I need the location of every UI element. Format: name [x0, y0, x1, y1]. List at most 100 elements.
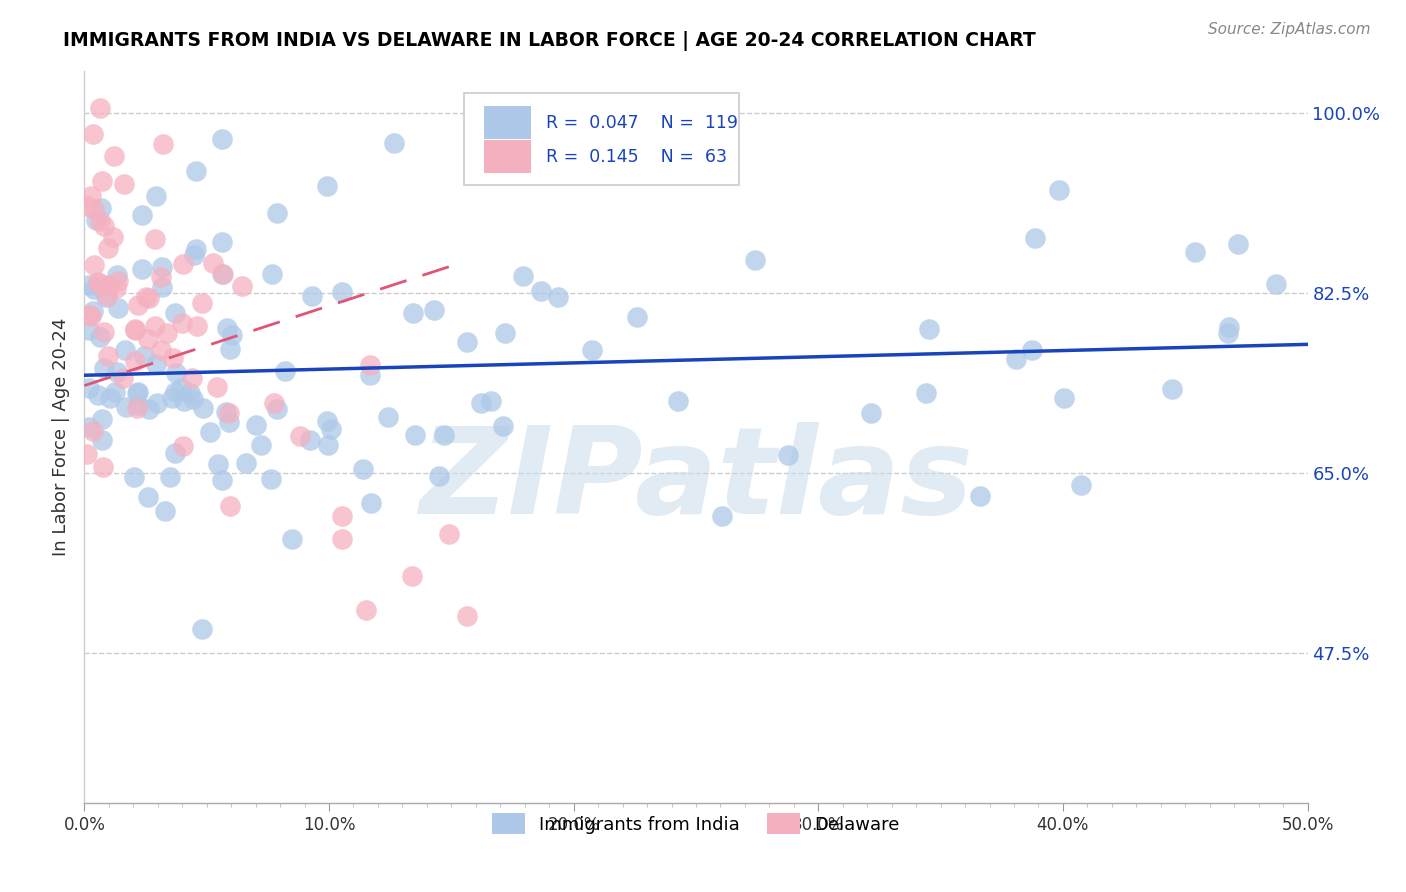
- Point: [145, 188, 167, 202]
- Point: [77, 322, 100, 336]
- Point: [245, 417, 267, 432]
- Point: [1070, 478, 1092, 492]
- Point: [423, 302, 446, 317]
- Point: [280, 532, 302, 546]
- Point: [170, 316, 193, 330]
- Point: [131, 261, 153, 276]
- Point: [89, 330, 111, 344]
- Point: [211, 473, 233, 487]
- Legend: Immigrants from India, Delaware: Immigrants from India, Delaware: [485, 806, 907, 841]
- Point: [330, 532, 353, 546]
- Point: [316, 414, 339, 428]
- Point: [1226, 237, 1249, 252]
- Point: [114, 343, 136, 358]
- Point: [1218, 320, 1240, 334]
- Point: [180, 370, 202, 384]
- Point: [165, 385, 187, 400]
- Point: [82, 303, 104, 318]
- Point: [104, 384, 127, 399]
- Point: [179, 385, 201, 400]
- Point: [80, 189, 103, 203]
- Point: [215, 321, 238, 335]
- Point: [83, 258, 105, 272]
- Point: [470, 396, 492, 410]
- Text: R =  0.145    N =  63: R = 0.145 N = 63: [546, 148, 727, 166]
- Point: [162, 391, 184, 405]
- Point: [170, 381, 193, 395]
- Point: [274, 364, 297, 378]
- Point: [138, 402, 160, 417]
- Point: [127, 298, 149, 312]
- Point: [191, 295, 214, 310]
- Point: [288, 429, 311, 443]
- Point: [94, 290, 117, 304]
- Point: [83, 202, 105, 216]
- Point: [90, 202, 112, 216]
- Point: [145, 357, 167, 371]
- Point: [917, 322, 939, 336]
- Point: [98, 277, 121, 292]
- Point: [97, 241, 120, 255]
- Point: [530, 285, 553, 299]
- Point: [135, 290, 157, 304]
- Point: [77, 308, 100, 322]
- Point: [626, 310, 648, 325]
- Point: [1216, 326, 1239, 341]
- Point: [87, 388, 110, 402]
- Point: [266, 206, 288, 220]
- Point: [263, 395, 285, 409]
- Point: [184, 242, 207, 256]
- Point: [319, 422, 342, 436]
- Point: [165, 366, 187, 380]
- Point: [401, 569, 423, 583]
- Point: [456, 334, 478, 349]
- Point: [512, 269, 534, 284]
- Point: [91, 412, 114, 426]
- Point: [1004, 352, 1026, 367]
- Point: [150, 260, 173, 275]
- Point: [198, 425, 221, 440]
- Point: [481, 394, 503, 409]
- Point: [359, 358, 381, 372]
- Point: [859, 406, 882, 420]
- Point: [456, 608, 478, 623]
- Point: [111, 371, 134, 385]
- Point: [1047, 184, 1070, 198]
- Point: [80, 309, 103, 323]
- Bar: [484, 140, 531, 173]
- Point: [89, 277, 111, 292]
- Point: [402, 306, 425, 320]
- Point: [969, 490, 991, 504]
- Text: R =  0.047    N =  119: R = 0.047 N = 119: [546, 113, 738, 131]
- Point: [1053, 392, 1076, 406]
- Point: [159, 470, 181, 484]
- Point: [207, 457, 229, 471]
- Point: [156, 326, 179, 340]
- Point: [744, 253, 766, 268]
- Text: IMMIGRANTS FROM INDIA VS DELAWARE IN LABOR FORCE | AGE 20-24 CORRELATION CHART: IMMIGRANTS FROM INDIA VS DELAWARE IN LAB…: [63, 31, 1036, 51]
- Point: [359, 368, 381, 382]
- Point: [191, 401, 214, 415]
- Point: [183, 248, 205, 262]
- Point: [218, 406, 240, 420]
- Point: [427, 469, 450, 483]
- Point: [162, 351, 184, 366]
- Point: [266, 401, 288, 416]
- Point: [219, 499, 242, 513]
- Point: [149, 269, 172, 284]
- Point: [211, 132, 233, 146]
- Point: [150, 343, 173, 358]
- Point: [316, 178, 339, 193]
- Point: [382, 136, 405, 150]
- Point: [91, 174, 114, 188]
- Point: [1184, 244, 1206, 259]
- Point: [107, 274, 129, 288]
- Point: [77, 420, 100, 434]
- Point: [404, 428, 426, 442]
- Point: [82, 425, 104, 439]
- Point: [124, 354, 146, 368]
- Point: [492, 419, 515, 434]
- Point: [547, 290, 569, 304]
- Point: [143, 232, 166, 246]
- Point: [318, 437, 340, 451]
